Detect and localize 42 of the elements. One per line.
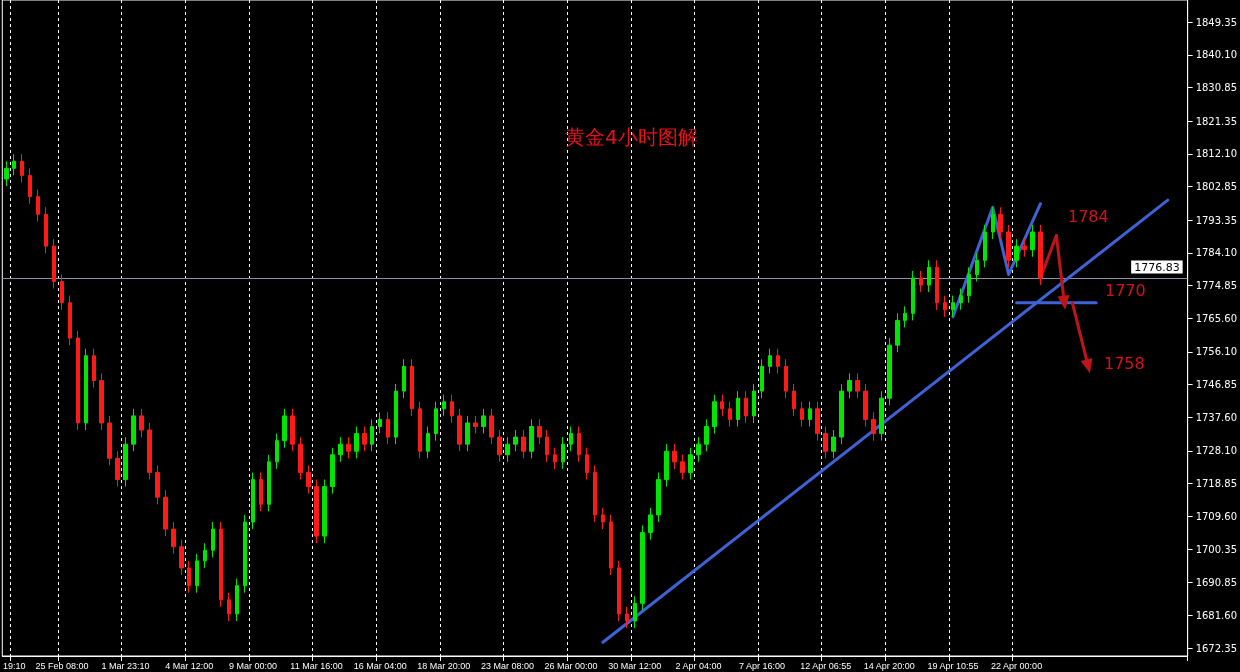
x-tick-label: 16 Mar 04:00 (353, 660, 407, 671)
y-tick-label: 1840.10 (1195, 49, 1238, 61)
y-tick-label: 1756.10 (1195, 346, 1238, 358)
y-tick-label: 1821.35 (1195, 115, 1238, 127)
x-tick-label: 1 Mar 23:10 (101, 660, 150, 671)
annotation: 1758 (1104, 353, 1145, 373)
x-tick-label: 26 Mar 00:00 (544, 660, 598, 671)
y-tick-label: 1728.10 (1195, 445, 1238, 457)
x-tick-label: 19 Apr 10:55 (927, 660, 979, 671)
x-tick-label: 18 Mar 20:00 (417, 660, 471, 671)
y-tick-label: 1793.35 (1195, 214, 1238, 226)
x-tick-label: 30 Mar 12:00 (608, 660, 662, 671)
y-tick-label: 1784.10 (1195, 247, 1238, 259)
y-tick-label: 1830.85 (1195, 82, 1238, 94)
text: 黄金4小时图解 (565, 125, 698, 149)
y-tick-label: 1690.85 (1195, 577, 1238, 589)
x-tick-label: 9 Mar 00:00 (228, 660, 277, 671)
y-tick-label: 1765.60 (1195, 312, 1238, 324)
x-tick-label: 14 Apr 20:00 (863, 660, 915, 671)
annotation: 1784 (1068, 206, 1109, 226)
x-tick-label: 19:10 (2, 660, 26, 671)
y-tick-label: 1812.10 (1195, 148, 1238, 160)
y-tick-label: 1737.60 (1195, 411, 1238, 423)
x-tick-label: 25 Feb 08:00 (35, 660, 89, 671)
y-tick-label: 1709.60 (1195, 510, 1238, 522)
y-tick-label: 1718.85 (1195, 478, 1238, 490)
y-tick-label: 1802.85 (1195, 181, 1238, 193)
y-tick-label: 1681.60 (1195, 609, 1238, 621)
y-tick-label: 1774.85 (1195, 280, 1238, 292)
y-tick-label: 1672.35 (1195, 642, 1238, 654)
x-tick-label: 22 Apr 00:00 (991, 660, 1043, 671)
ref-line-label: 1776.83 (1134, 260, 1180, 274)
x-tick-label: 7 Apr 16:00 (739, 660, 786, 671)
y-tick-label: 1746.85 (1195, 379, 1238, 391)
x-tick-label: 11 Mar 16:00 (290, 660, 343, 671)
x-tick-label: 23 Mar 08:00 (480, 660, 534, 671)
y-tick-label: 1700.35 (1195, 543, 1238, 555)
x-tick-label: 2 Apr 04:00 (675, 660, 722, 671)
y-tick-label: 1849.35 (1195, 16, 1238, 28)
x-tick-label: 4 Mar 12:00 (165, 660, 214, 671)
x-tick-label: 12 Apr 06:55 (800, 660, 852, 671)
annotation: 1770 (1105, 280, 1146, 300)
